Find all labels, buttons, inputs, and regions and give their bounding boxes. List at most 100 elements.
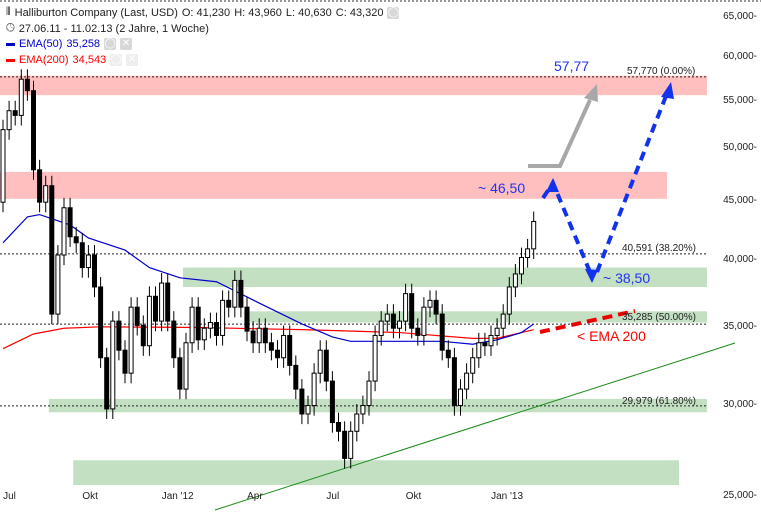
- settings-icon[interactable]: ◯: [387, 6, 400, 19]
- candle-body: [79, 242, 85, 269]
- ema50-legend: EMA(50) 35,258 ◯ ✕: [6, 38, 133, 50]
- candle-body: [445, 349, 451, 359]
- candle-body: [439, 313, 445, 351]
- candle-body: [104, 357, 110, 410]
- candle-body: [165, 282, 171, 322]
- candle-body: [336, 422, 341, 432]
- y-tick-label: 25,000-: [723, 490, 757, 501]
- candle-body: [0, 129, 6, 203]
- support-zone: [73, 460, 679, 486]
- candle-body: [482, 342, 488, 347]
- candle-body: [134, 306, 140, 326]
- candle-body: [494, 327, 500, 336]
- candle-body: [451, 357, 457, 407]
- candle-body: [470, 357, 476, 374]
- y-tick-label: 35,000-: [723, 321, 757, 333]
- x-tick-label: Jul: [326, 491, 340, 502]
- candle-body: [262, 327, 268, 344]
- y-tick-label: 30,000-: [723, 398, 757, 410]
- ema200-label: EMA(200): [19, 54, 69, 66]
- fib-label: 57,770 (0.00%): [627, 66, 696, 77]
- x-tick-label: Okt: [405, 491, 422, 502]
- open-value: O: 41,230: [181, 6, 231, 19]
- date-range: 🕒︎ 27.06.11 - 11.02.13 (2 Jahre, 1 Woche…: [6, 22, 209, 35]
- candle-body: [55, 254, 61, 315]
- candle-body: [159, 282, 165, 322]
- y-tick-label: 65,000-: [723, 10, 757, 22]
- settings-icon[interactable]: ◯: [110, 54, 123, 66]
- candle-body: [183, 342, 189, 390]
- candle-body: [512, 273, 518, 288]
- candlestick-icon: ⫴: [6, 6, 11, 18]
- candle-body: [153, 295, 158, 322]
- candle-body: [421, 306, 427, 336]
- candle-body: [458, 388, 463, 407]
- blue-arrowhead: [661, 82, 674, 99]
- candle-body: [146, 295, 152, 347]
- candle-body: [116, 320, 122, 351]
- candle-body: [311, 372, 317, 407]
- candle-body: [61, 207, 67, 256]
- resistance-annotation: ~ 46,50: [478, 180, 526, 196]
- candle-body: [177, 357, 183, 390]
- symbol-title: Halliburton Company (Last, USD): [14, 6, 178, 19]
- candle-body: [348, 430, 354, 459]
- candle-body: [525, 248, 531, 258]
- x-tick-label: Jul: [3, 491, 16, 502]
- red-dashed-line: [539, 309, 636, 334]
- ema200-legend: EMA(200) 34,543 ◯ ✕: [6, 54, 139, 66]
- candle-body: [378, 320, 384, 336]
- candle-body: [488, 334, 494, 347]
- candle-body: [85, 254, 91, 269]
- candle-body: [92, 254, 97, 288]
- candle-body: [329, 380, 335, 424]
- x-tick-label: Jan '12: [161, 491, 194, 502]
- candle-body: [384, 313, 390, 322]
- ema200-line: [2, 326, 534, 350]
- y-tick-label: 60,000-: [723, 50, 757, 62]
- candle-body: [250, 330, 256, 344]
- blue-dashed-arrow: [595, 95, 668, 273]
- blue-arrowhead: [585, 269, 598, 283]
- support-zone: [183, 267, 707, 287]
- candle-body: [12, 110, 18, 116]
- candle-body: [201, 327, 207, 341]
- candle-body: [122, 349, 128, 374]
- candle-body: [500, 313, 506, 329]
- ema50-value: 35,258: [66, 38, 101, 50]
- symbol-legend: ⫴ Halliburton Company (Last, USD) O: 41,…: [6, 6, 400, 19]
- resistance-zone: [0, 171, 667, 199]
- settings-icon[interactable]: ◯: [104, 38, 117, 50]
- candle-body: [323, 349, 329, 382]
- close-icon[interactable]: ✕: [120, 38, 133, 50]
- date-range-text: 27.06.11 - 11.02.13 (2 Jahre, 1 Woche): [18, 22, 209, 35]
- close-icon[interactable]: ✕: [126, 54, 139, 66]
- ema200-swatch: [6, 58, 15, 62]
- candle-body: [427, 299, 433, 308]
- candle-body: [18, 78, 24, 116]
- ema50-label: EMA(50): [19, 38, 63, 50]
- candle-body: [238, 279, 244, 308]
- fib-label: 29,979 (61.80%): [622, 396, 696, 407]
- close-value: C: 43,320: [335, 6, 384, 19]
- candle-body: [43, 185, 49, 203]
- candle-body: [171, 320, 177, 359]
- candle-body: [140, 324, 146, 347]
- candle-body: [531, 220, 537, 250]
- candle-body: [256, 327, 262, 344]
- target-annotation: 57,77: [554, 58, 590, 74]
- candle-body: [189, 306, 195, 344]
- candle-body: [67, 207, 73, 238]
- candle-body: [519, 256, 524, 275]
- candle-body: [128, 306, 134, 374]
- gray-arrowhead: [584, 84, 598, 102]
- trendline: [214, 342, 736, 511]
- candle-body: [354, 413, 360, 432]
- x-tick-label: Okt: [82, 491, 98, 502]
- ema200-annotation: < EMA 200: [577, 328, 646, 344]
- candle-body: [372, 334, 378, 382]
- candle-body: [6, 110, 12, 131]
- candle-body: [360, 405, 366, 415]
